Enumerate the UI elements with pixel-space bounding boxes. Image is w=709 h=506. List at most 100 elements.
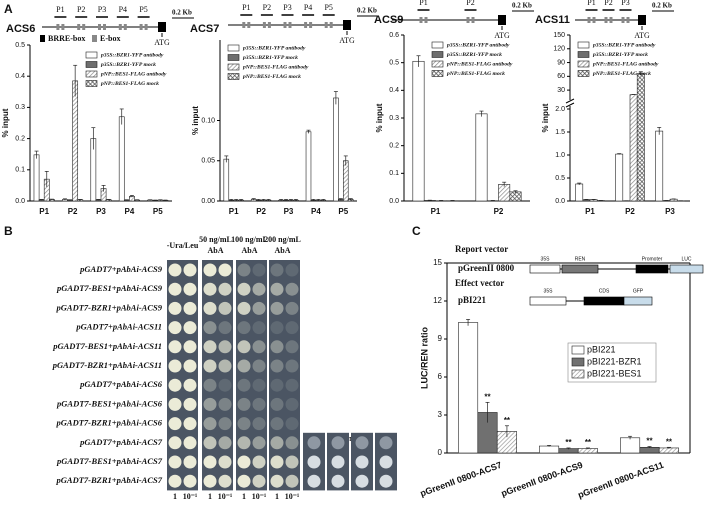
colony [331,436,345,450]
x-tick-label: P1 [431,207,441,216]
colony [252,359,266,373]
e-box [103,24,106,30]
colony [270,417,284,431]
dilution-label: 1 [242,492,246,501]
colony [183,301,197,315]
e-box [262,22,266,28]
x-tick-label: P1 [229,207,239,216]
x-tick-label: P3 [284,207,294,216]
colony [183,397,197,411]
error-bar [490,200,495,201]
y-axis-label: % input [375,103,384,132]
error-bar [224,155,229,163]
colony [183,455,197,469]
scale-label: 0.2 Kb [172,9,192,17]
bar [118,116,125,202]
colony [285,436,299,450]
colony [183,340,197,354]
colony [237,417,251,431]
bar [475,113,488,202]
bar [639,446,660,454]
vector-element-label: CDS [599,288,610,294]
colony [168,282,182,296]
bar [577,448,598,454]
primer-label: P3 [621,0,629,7]
colony [252,474,266,488]
vector-element [623,296,653,306]
legend-label: pNP::BES1-FLAG antibody [242,64,309,70]
colony [237,301,251,315]
colony [285,397,299,411]
y-tick-label: 15 [433,258,442,267]
colony [285,417,299,431]
colony [203,301,217,315]
chart-title: ACS7 [190,23,219,35]
significance: ** [585,438,592,447]
error-bar [485,401,490,423]
error-bar [577,182,582,185]
colony [252,340,266,354]
y-tick-label: 90 [557,59,565,66]
scale-label: 0.2 Kb [652,2,672,10]
vector-title: Report vector [455,244,508,254]
x-tick-label: P3 [96,207,106,216]
colony [270,474,284,488]
colony [379,436,393,450]
x-tick-label: P5 [153,207,163,216]
legend-swatch [85,80,98,87]
colony [218,474,232,488]
y-tick-label: 0.3 [15,104,25,111]
e-box [267,22,271,28]
dilution-label: 1 [173,492,177,501]
legend-label: p35S::BZR1-YFP antibody [446,42,510,48]
error-bar [256,199,261,201]
e-box [621,17,625,23]
error-bar [316,199,321,201]
primer-label: P2 [263,3,271,12]
primer-label: P4 [119,5,127,14]
legend-swatch [577,51,590,58]
dilution-label: 1 [208,492,212,501]
legend-swatch [571,357,585,367]
row-label: pGADT7-BES1+pAbAi-ACS7 [56,456,163,466]
legend-swatch [85,51,98,59]
colony [203,436,217,450]
x-tick-label: P3 [665,207,675,216]
bar [223,158,230,202]
colony [270,397,284,411]
y-tick-label: 0.10 [201,117,215,124]
dilution-label: 10⁻¹ [285,492,300,501]
legend-label: pNP::BES1-FLAG mock [100,81,159,87]
y-tick-label: 9 [438,334,443,343]
error-bar [479,110,484,117]
legend-swatch [577,41,590,49]
plate [202,260,233,491]
x-tick-label: P2 [494,207,504,216]
y-tick-label: 1.5 [555,129,565,136]
colony [203,397,217,411]
e-box [424,17,428,23]
error-bar [306,129,311,134]
colony [237,321,251,335]
x-tick-label: pGreenII 0800-ACS11 [576,460,665,500]
row-label: pGADT7-BES1+pAbAi-ACS9 [56,283,163,293]
significance: ** [484,392,491,401]
e-box [288,22,292,28]
panel-letter: B [4,224,13,238]
bar [458,322,479,454]
significance: ** [504,416,511,425]
x-tick-label: P2 [256,207,266,216]
error-bar [338,198,343,201]
colony [237,474,251,488]
colony [252,378,266,392]
error-bar [96,199,101,201]
row-label: pGADT7+pAbAi-ACS7 [79,437,163,447]
legend-swatch [571,345,585,355]
column-header: 200 ng/mL [264,235,301,244]
colony [218,359,232,373]
e-box [123,24,127,30]
e-box [98,24,101,30]
colony [270,301,284,315]
panel-letter: A [4,2,13,16]
y-tick-label: 0.05 [201,158,215,165]
